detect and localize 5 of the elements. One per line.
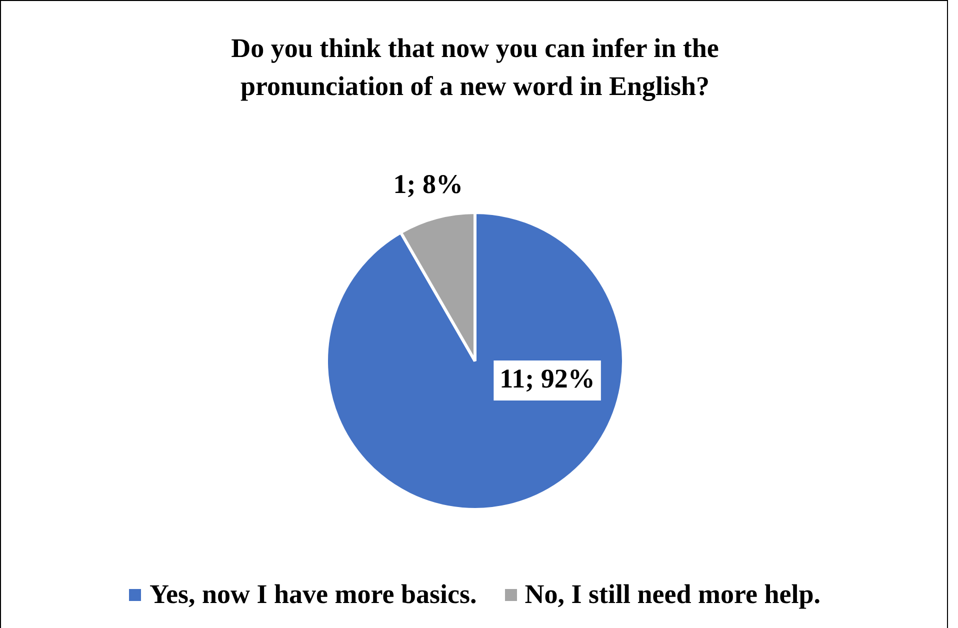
- data-label: 11; 92%: [500, 364, 595, 394]
- data-label: 1; 8%: [393, 168, 463, 199]
- legend-label: No, I still need more help.: [524, 579, 820, 610]
- legend-label: Yes, now I have more basics.: [148, 579, 477, 610]
- chart-title: Do you think that now you can infer in the pronunciation of a new word in English?: [230, 32, 720, 103]
